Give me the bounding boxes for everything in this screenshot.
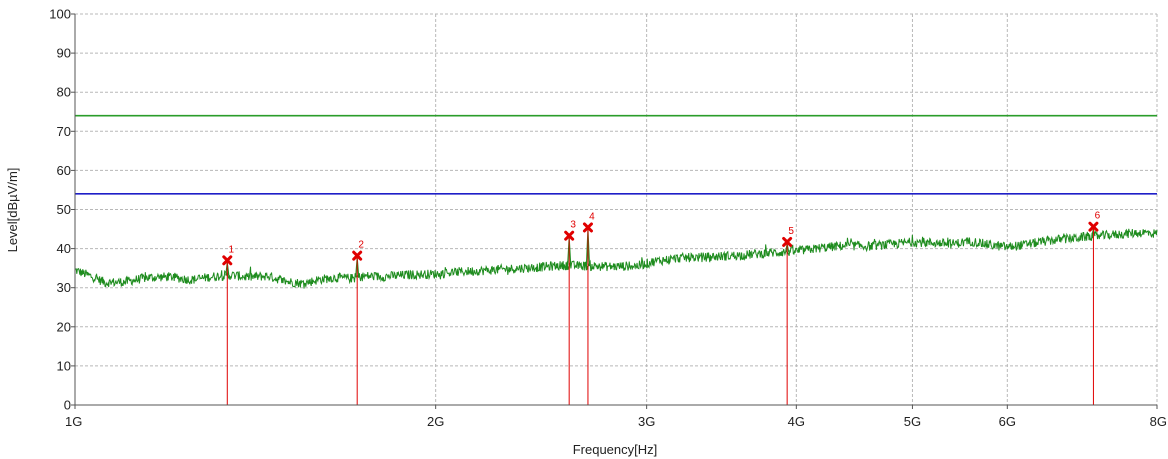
marker-label-3: 3 — [570, 220, 576, 231]
y-tick-label: 50 — [57, 202, 71, 217]
marker-label-5: 5 — [788, 226, 794, 237]
y-tick-label: 80 — [57, 85, 71, 100]
markers: 1 2 3 4 5 6 — [222, 211, 1101, 405]
y-tick-label: 70 — [57, 124, 71, 139]
x-tick-label: 5G — [904, 414, 921, 429]
x-tick-label: 8G — [1150, 414, 1167, 429]
marker-label-4: 4 — [589, 211, 595, 222]
y-tick-label: 20 — [57, 319, 71, 334]
y-axis-title: Level[dBµV/m] — [5, 168, 20, 253]
x-tick-label: 2G — [427, 414, 444, 429]
x-tick-label: 4G — [788, 414, 805, 429]
x-tick-label: 1G — [65, 414, 82, 429]
y-tick-label: 60 — [57, 163, 71, 178]
x-tick-label: 6G — [999, 414, 1016, 429]
marker-symbol-4 — [582, 222, 593, 233]
x-tick-label: 3G — [638, 414, 655, 429]
marker-symbol-3 — [564, 230, 575, 241]
x-axis-title: Frequency[Hz] — [573, 442, 658, 457]
grid — [75, 13, 1158, 405]
y-tick-label: 90 — [57, 46, 71, 61]
marker-symbol-1 — [222, 255, 233, 266]
marker-symbol-2 — [352, 250, 363, 261]
y-tick-label: 40 — [57, 241, 71, 256]
marker-label-2: 2 — [358, 240, 364, 251]
marker-symbol-5 — [782, 236, 793, 247]
axes: 0 10 20 30 40 50 60 70 80 90 100 1G 2G 3G 4G 5G 6G 8G — [49, 7, 1167, 430]
y-tick-label: 30 — [57, 280, 71, 295]
marker-symbol-6 — [1088, 221, 1099, 232]
y-tick-label: 0 — [64, 398, 71, 413]
marker-label-1: 1 — [229, 244, 235, 255]
spectrum-trace — [74, 228, 1158, 289]
limit-lines — [75, 114, 1157, 195]
marker-label-6: 6 — [1095, 211, 1101, 222]
y-tick-label: 10 — [57, 358, 71, 373]
y-tick-label: 100 — [49, 7, 71, 22]
